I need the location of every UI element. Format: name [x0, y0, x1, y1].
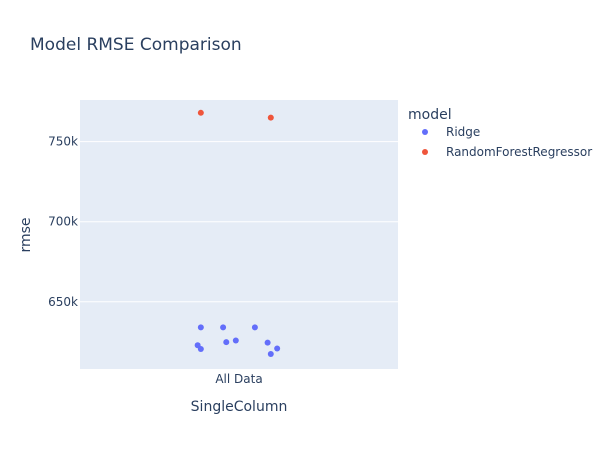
data-point-ridge: [264, 339, 271, 346]
gridlines: [80, 141, 398, 303]
x-tick-label: All Data: [215, 372, 262, 386]
y-axis-title: rmse: [18, 217, 34, 252]
x-axis-ticks: All Data: [215, 372, 262, 386]
data-point-ridge: [197, 345, 204, 352]
data-point-ridge: [223, 339, 230, 346]
y-tick-label: 650k: [48, 295, 78, 309]
legend: model Ridge RandomForestRegressor: [408, 107, 592, 159]
data-points: [194, 109, 281, 357]
data-point-ridge: [197, 324, 204, 331]
data-point-ridge: [220, 324, 227, 331]
y-tick-label: 700k: [48, 215, 78, 229]
legend-title: model: [408, 107, 452, 123]
chart-title: Model RMSE Comparison: [30, 35, 242, 55]
y-tick-label: 750k: [48, 135, 78, 149]
x-axis-title: SingleColumn: [191, 399, 288, 415]
legend-label: RandomForestRegressor: [446, 145, 592, 159]
legend-marker: [422, 129, 428, 135]
plot-area: [80, 100, 398, 369]
legend-marker: [422, 149, 428, 155]
legend-label: Ridge: [446, 125, 480, 139]
y-axis-ticks: 650k 700k 750k: [48, 135, 78, 309]
data-point-randomforestregressor: [197, 109, 204, 116]
data-point-ridge: [251, 324, 258, 331]
data-point-ridge: [267, 350, 274, 357]
data-point-ridge: [274, 345, 281, 352]
data-point-randomforestregressor: [267, 114, 274, 121]
data-point-ridge: [232, 337, 239, 344]
